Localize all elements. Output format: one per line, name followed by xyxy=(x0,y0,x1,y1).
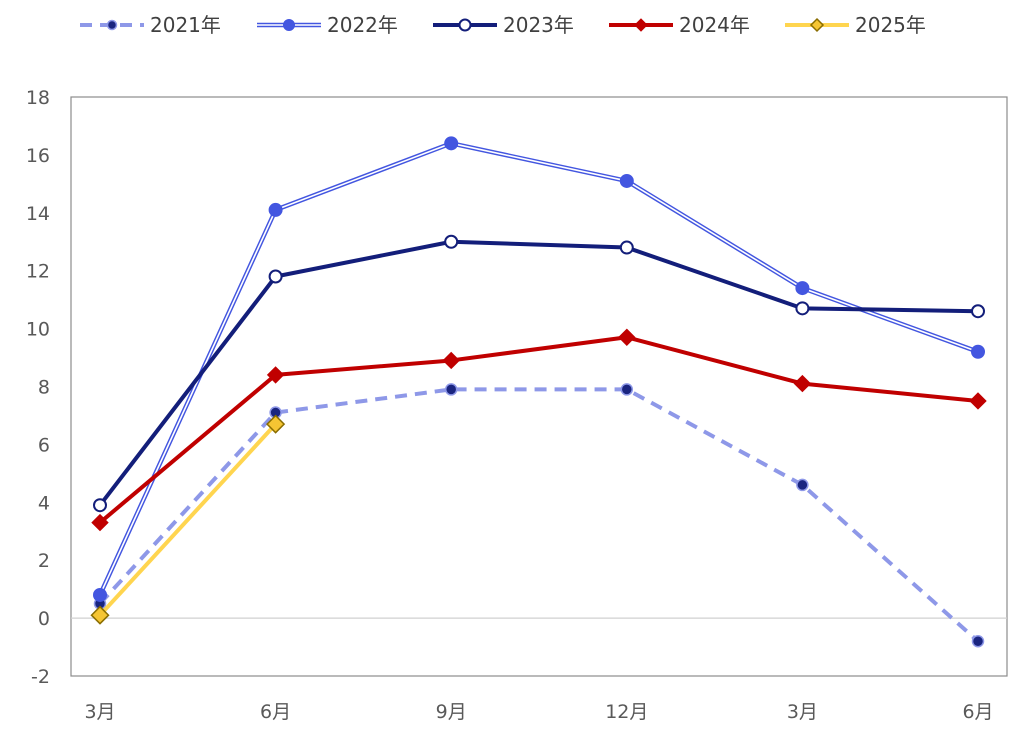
point-marker xyxy=(796,478,809,492)
point-marker xyxy=(619,173,634,188)
series-0 xyxy=(93,383,985,648)
point-marker xyxy=(268,269,283,284)
point-marker xyxy=(458,18,472,32)
point-marker xyxy=(442,351,460,370)
point-marker xyxy=(793,374,812,393)
series-1 xyxy=(93,136,985,602)
point-marker xyxy=(809,17,825,33)
series-line xyxy=(98,422,278,617)
x-tick-label: 3月 xyxy=(787,701,818,723)
point-marker xyxy=(619,240,634,255)
point-marker xyxy=(444,136,459,151)
y-tick-label: 2 xyxy=(38,550,50,572)
point-marker xyxy=(444,383,458,396)
point-marker xyxy=(266,366,285,384)
point-marker xyxy=(266,414,286,434)
point-marker xyxy=(444,234,459,249)
plot-area-border xyxy=(70,96,1008,677)
series-3 xyxy=(91,328,987,532)
legend-label: 2023年 xyxy=(503,13,574,37)
x-tick-label: 12月 xyxy=(605,701,648,723)
y-tick-label: 10 xyxy=(26,319,50,341)
point-marker xyxy=(91,513,109,532)
point-marker xyxy=(634,18,648,32)
legend-label: 2021年 xyxy=(150,13,221,37)
legend-item: 2021年 xyxy=(80,13,221,37)
y-tick-label: 8 xyxy=(38,377,50,399)
point-marker xyxy=(971,635,985,648)
y-tick-label: 18 xyxy=(26,87,50,109)
y-tick-label: 6 xyxy=(38,434,50,456)
point-marker xyxy=(620,383,634,396)
series-line xyxy=(97,141,979,596)
point-marker xyxy=(971,304,985,319)
y-tick-label: 14 xyxy=(26,203,50,225)
point-marker xyxy=(969,392,987,410)
point-marker xyxy=(795,301,810,316)
x-tick-label: 6月 xyxy=(260,701,291,723)
x-tick-label: 9月 xyxy=(436,701,467,723)
point-marker xyxy=(268,202,283,217)
x-tick-label: 6月 xyxy=(962,701,993,723)
legend-item: 2024年 xyxy=(609,13,750,37)
y-tick-label: 12 xyxy=(26,261,50,283)
series-line xyxy=(98,387,980,643)
point-marker xyxy=(106,19,118,31)
legend-item: 2022年 xyxy=(257,13,398,37)
y-tick-label: 0 xyxy=(38,608,50,630)
series-line xyxy=(98,239,979,507)
point-marker xyxy=(93,587,107,602)
series-line-inner xyxy=(99,142,979,596)
y-tick-label: 16 xyxy=(26,145,50,167)
series-2 xyxy=(93,234,985,513)
legend-label: 2025年 xyxy=(855,13,926,37)
x-tick-label: 3月 xyxy=(84,701,115,723)
series-4 xyxy=(90,414,286,625)
legend-label: 2022年 xyxy=(327,13,398,37)
point-marker xyxy=(971,344,985,359)
legend-item: 2023年 xyxy=(433,13,574,37)
y-tick-label: -2 xyxy=(31,666,50,688)
point-marker xyxy=(618,328,636,346)
legend-label: 2024年 xyxy=(679,13,750,37)
point-marker xyxy=(90,605,110,625)
y-tick-label: 4 xyxy=(38,492,50,514)
point-marker xyxy=(93,498,107,513)
point-marker xyxy=(283,19,295,31)
series-line xyxy=(98,335,979,525)
point-marker xyxy=(795,281,810,296)
legend-item: 2025年 xyxy=(785,13,926,37)
